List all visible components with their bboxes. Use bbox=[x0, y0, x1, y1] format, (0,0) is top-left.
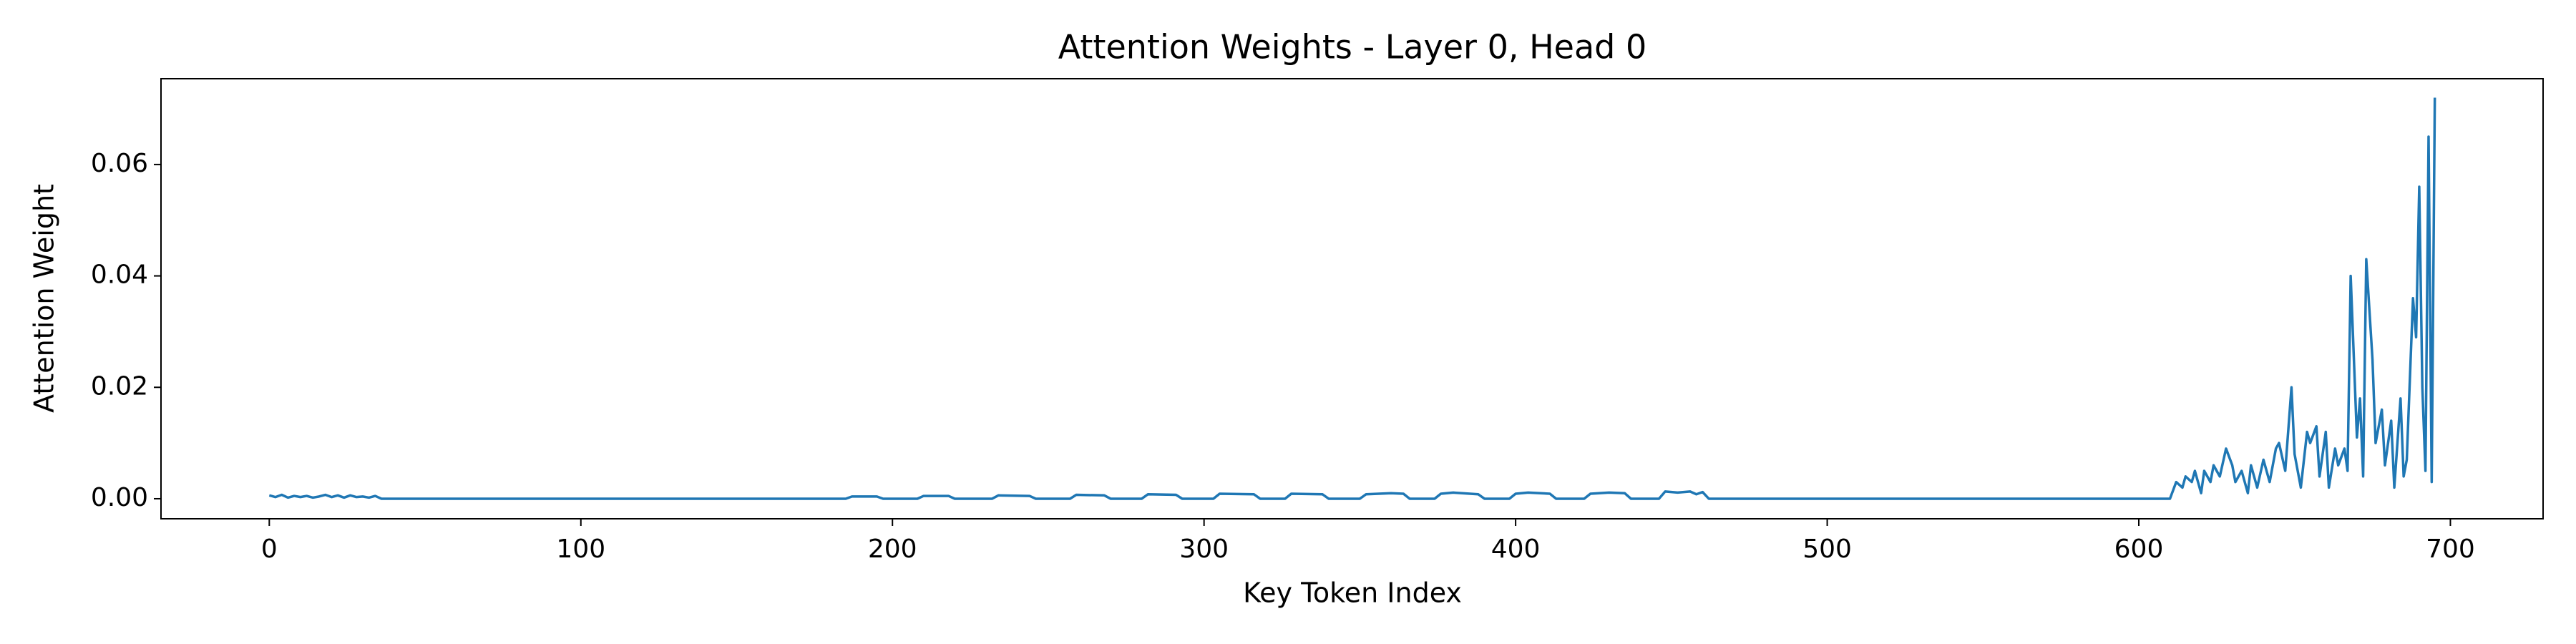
y-tick-label: 0.04 bbox=[91, 260, 148, 290]
x-tick-label: 600 bbox=[2114, 535, 2164, 564]
x-tick-label: 400 bbox=[1491, 535, 1541, 564]
x-axis-label: Key Token Index bbox=[1243, 577, 1462, 609]
x-tick-label: 200 bbox=[868, 535, 917, 564]
y-tick-label: 0.06 bbox=[91, 149, 148, 178]
y-tick-label: 0.02 bbox=[91, 371, 148, 401]
data-line bbox=[268, 97, 2436, 500]
x-tick-label: 100 bbox=[556, 535, 605, 564]
y-tick-label: 0.00 bbox=[91, 483, 148, 512]
x-tick-label: 500 bbox=[1802, 535, 1852, 564]
chart-title: Attention Weights - Layer 0, Head 0 bbox=[1058, 28, 1647, 67]
plot-frame bbox=[160, 78, 2544, 519]
x-tick-label: 700 bbox=[2426, 535, 2475, 564]
x-tick-label: 300 bbox=[1179, 535, 1229, 564]
y-axis-label: Attention Weight bbox=[29, 184, 60, 413]
x-tick-label: 0 bbox=[261, 535, 278, 564]
